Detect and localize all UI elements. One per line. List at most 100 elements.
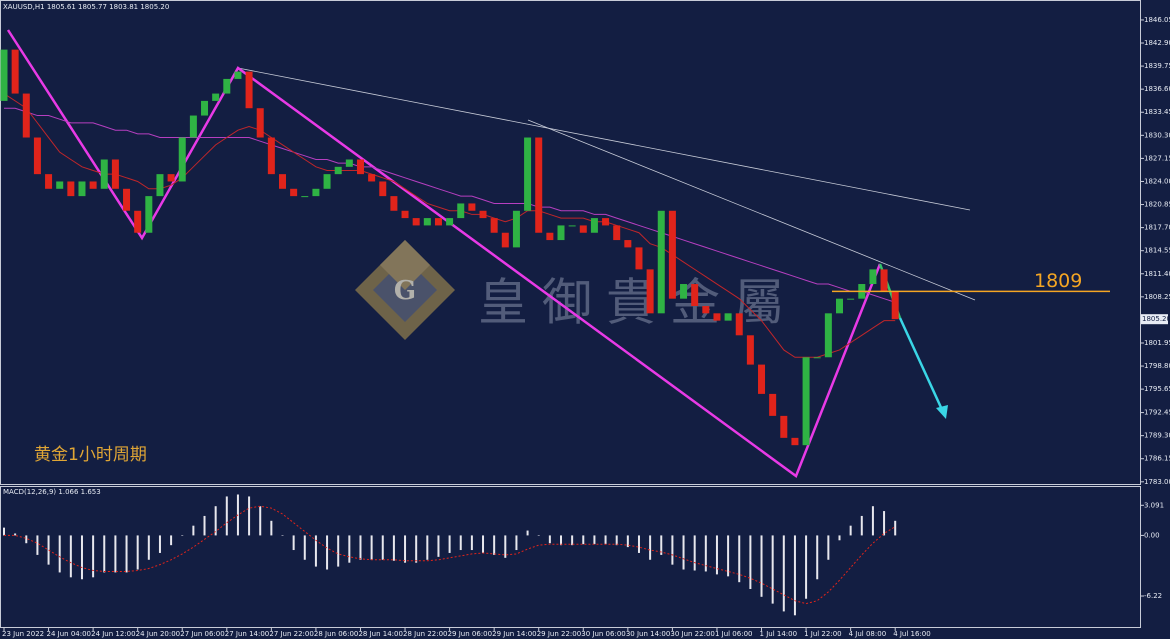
macd-bar — [125, 535, 128, 573]
candle — [758, 364, 766, 394]
y-tick-label: 1814.55 — [1144, 247, 1170, 255]
forecast-arrow — [898, 317, 946, 415]
candle — [836, 298, 843, 314]
moving-average — [3, 93, 896, 358]
candle — [45, 174, 53, 189]
x-tick-label: 28 Jun 06:00 — [314, 630, 358, 638]
candle — [657, 210, 665, 314]
candle — [434, 218, 442, 226]
candle — [702, 305, 710, 314]
x-tick-label: 30 Jun 14:00 — [626, 630, 670, 638]
y-tick-label: 1839.75 — [1144, 62, 1170, 70]
candle — [869, 269, 877, 285]
x-tick-label: 1 Jul 14:00 — [760, 630, 798, 638]
y-tick-label: 1811.40 — [1144, 270, 1170, 278]
candle — [668, 210, 676, 299]
macd-bar — [894, 520, 897, 536]
candle — [724, 313, 732, 321]
drawings — [6, 29, 976, 478]
macd-bar — [537, 535, 540, 536]
x-tick-label: 27 Jun 06:00 — [180, 630, 224, 638]
candle — [267, 137, 275, 175]
candle — [78, 181, 86, 197]
candle — [279, 174, 286, 189]
macd-bar — [560, 535, 562, 546]
candle — [457, 203, 465, 219]
macd-bar — [749, 535, 752, 590]
candle — [535, 137, 543, 233]
macd-bar — [459, 535, 462, 551]
macd-bar — [103, 535, 106, 573]
price-marker-label: 1805.20 — [1142, 315, 1170, 323]
macd-bar — [326, 535, 329, 570]
macd-bar — [58, 535, 61, 573]
y-tick-label: 1842.90 — [1144, 39, 1170, 47]
x-tick-label: 30 Jun 22:00 — [670, 630, 714, 638]
candle — [290, 188, 298, 197]
macd-bar — [738, 535, 741, 583]
macd-bar — [871, 506, 874, 536]
candle — [446, 218, 454, 226]
macd-bar — [782, 535, 785, 612]
logo: G — [355, 240, 455, 340]
candle — [557, 225, 565, 241]
macd-bar — [793, 535, 796, 616]
main-frame — [0, 0, 1141, 485]
macd-bar — [860, 515, 863, 536]
y-tick-label: 1808.25 — [1144, 293, 1170, 301]
y-tick-label: 0.00 — [1144, 531, 1160, 539]
macd-bar — [114, 535, 117, 573]
macd-bar — [615, 535, 618, 546]
x-tick-label: 29 Jun 14:00 — [492, 630, 536, 638]
x-tick-label: 30 Jun 06:00 — [581, 630, 625, 638]
macd-bar — [727, 535, 730, 577]
moving-average — [4, 107, 896, 303]
macd-bar — [805, 535, 808, 599]
macd-bar — [337, 535, 340, 567]
candle — [390, 196, 398, 211]
y-tick-label: 1786.15 — [1144, 455, 1170, 463]
candle — [334, 166, 342, 175]
macd-bar — [671, 535, 674, 565]
candle — [423, 218, 431, 226]
candle — [412, 218, 420, 226]
y-tick-label: 1798.80 — [1144, 362, 1170, 370]
macd-bar — [47, 535, 50, 565]
x-tick-label: 29 Jun 22:00 — [537, 630, 581, 638]
macd-bar — [760, 535, 763, 597]
signal-line — [4, 505, 896, 605]
macd-bar — [292, 535, 295, 551]
macd-bar — [883, 511, 886, 536]
macd-bar — [693, 535, 696, 571]
candle — [713, 313, 721, 321]
macd-bar — [470, 535, 473, 551]
y-tick-label: 1801.95 — [1144, 339, 1170, 347]
macd-bar — [626, 535, 629, 548]
y-tick-label: -6.22 — [1144, 592, 1162, 600]
candle — [189, 115, 197, 138]
macd-bar — [181, 535, 184, 536]
macd-bar — [359, 535, 362, 560]
x-tick-label: 29 Jun 06:00 — [448, 630, 492, 638]
candle — [468, 203, 476, 211]
macd-bar — [192, 525, 195, 536]
macd-bar — [147, 535, 150, 560]
arrow-head — [936, 405, 948, 419]
x-tick-label: 28 Jun 22:00 — [403, 630, 447, 638]
x-tick-label: 24 Jun 04:00 — [47, 630, 91, 638]
annotation: 黄金1小时周期 — [34, 445, 147, 465]
candle — [223, 78, 231, 94]
macd-title: MACD(12,26,9) 1.066 1.653 — [3, 488, 101, 496]
y-tick-label: 1824.00 — [1144, 177, 1170, 185]
macd-bar — [571, 535, 574, 546]
candle — [847, 298, 855, 300]
macd-bar — [482, 535, 485, 553]
y-tick-label: 1792.45 — [1144, 409, 1170, 417]
x-tick-label: 27 Jun 14:00 — [225, 630, 269, 638]
macd-bar — [816, 535, 819, 580]
candle — [256, 108, 264, 138]
candle — [89, 181, 97, 189]
candle — [546, 232, 554, 241]
x-tick-label: 24 Jun 12:00 — [91, 630, 135, 638]
